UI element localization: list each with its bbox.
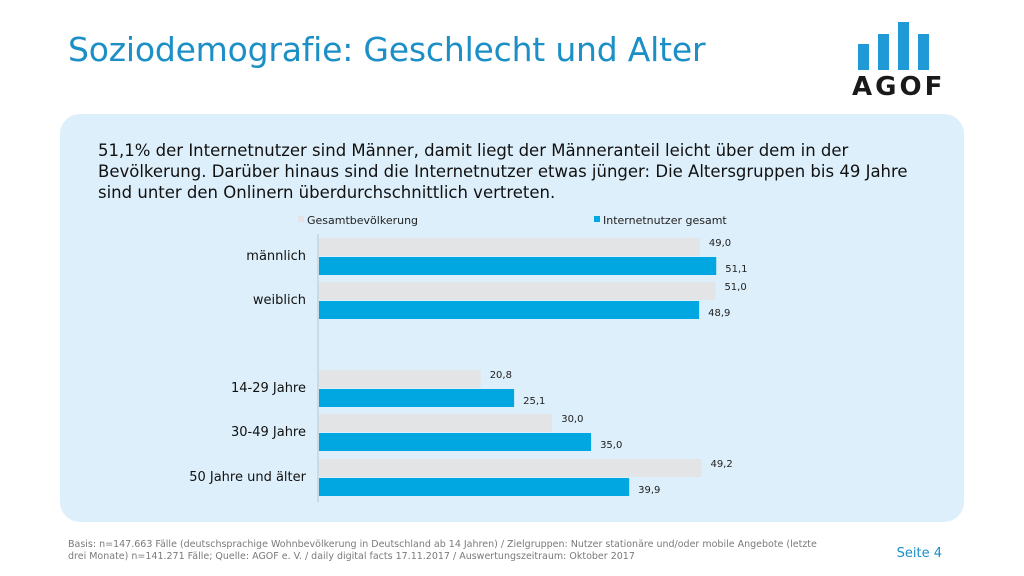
category-label: 50 Jahre und älter	[189, 470, 306, 485]
data-label: 20,8	[490, 370, 512, 381]
data-label: 39,9	[638, 485, 660, 496]
bar-gesamt	[319, 370, 481, 388]
slide-title: Soziodemografie: Geschlecht und Alter	[68, 30, 706, 69]
data-label: 49,2	[710, 459, 732, 470]
bar-gesamt	[319, 414, 553, 432]
data-label: 51,0	[724, 282, 746, 293]
intro-text: 51,1% der Internetnutzer sind Männer, da…	[98, 141, 908, 202]
data-label: 25,1	[523, 396, 545, 407]
logo-bar-1	[858, 44, 869, 70]
data-label: 51,1	[725, 264, 747, 275]
category-label: 30-49 Jahre	[231, 425, 306, 440]
legend-label-0: Gesamtbevölkerung	[307, 214, 418, 227]
bar-internet	[319, 433, 592, 451]
category-label: 14-29 Jahre	[231, 381, 306, 396]
bar-internet	[319, 257, 717, 275]
legend-swatch-1	[594, 216, 600, 222]
page-number: Seite 4	[896, 546, 942, 561]
bar-internet	[319, 301, 700, 319]
data-label: 30,0	[561, 414, 583, 425]
agof-logo-icon	[858, 22, 929, 70]
legend-swatch-0	[298, 216, 304, 222]
logo-bar-2	[878, 34, 889, 70]
bar-internet	[319, 389, 515, 407]
bar-gesamt	[319, 282, 716, 300]
bar-gesamt	[319, 459, 702, 477]
logo-text: AGOF	[852, 72, 946, 102]
data-label: 48,9	[708, 308, 730, 319]
bar-internet	[319, 478, 630, 496]
bar-gesamt	[319, 238, 700, 256]
category-label: weiblich	[253, 293, 306, 308]
footnote: Basis: n=147.663 Fälle (deutschsprachige…	[68, 539, 817, 562]
data-label: 49,0	[709, 238, 731, 249]
category-label: männlich	[246, 249, 306, 264]
legend-label-1: Internetnutzer gesamt	[603, 214, 727, 227]
logo-bar-4	[918, 34, 929, 70]
data-label: 35,0	[600, 440, 622, 451]
logo-bar-3	[898, 22, 909, 70]
